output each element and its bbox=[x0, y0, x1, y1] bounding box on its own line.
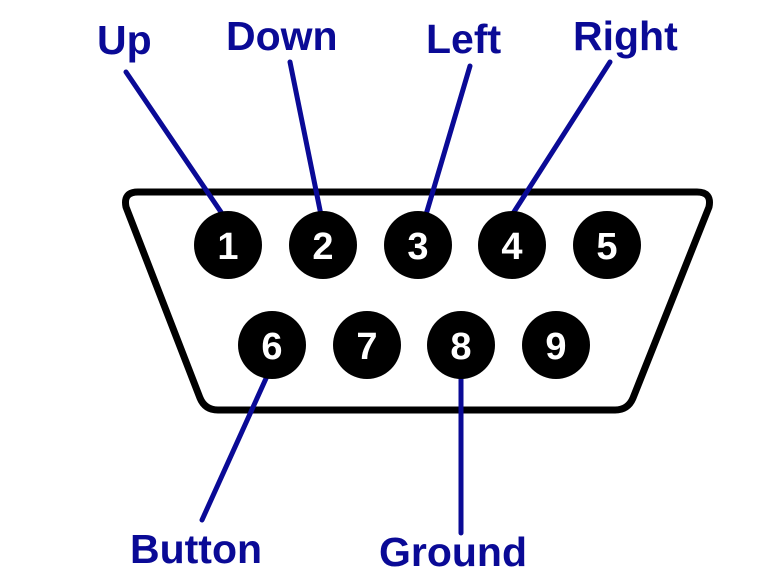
pin-8: 8 bbox=[427, 311, 495, 379]
label-ground: Ground bbox=[379, 529, 527, 575]
leader-line-button bbox=[199, 371, 271, 523]
pin-number: 6 bbox=[261, 326, 282, 368]
pin-number: 7 bbox=[356, 326, 377, 368]
label-up: Up bbox=[97, 17, 152, 63]
leader-line-down bbox=[287, 59, 324, 218]
pin-circle bbox=[333, 311, 401, 379]
pin-7: 7 bbox=[333, 311, 401, 379]
pin-circle bbox=[573, 211, 641, 279]
pin-number: 2 bbox=[312, 226, 333, 268]
pin-circle bbox=[194, 211, 262, 279]
leader-lines bbox=[123, 59, 613, 536]
leader-line-up bbox=[123, 69, 226, 218]
pin-5: 5 bbox=[573, 211, 641, 279]
pin-number: 5 bbox=[596, 226, 617, 268]
pin-4: 4 bbox=[478, 211, 546, 279]
pin-1: 1 bbox=[194, 211, 262, 279]
pin-2: 2 bbox=[289, 211, 357, 279]
pin-circle bbox=[522, 311, 590, 379]
pin-9: 9 bbox=[522, 311, 590, 379]
pin-number: 4 bbox=[501, 226, 522, 268]
leader-line-left bbox=[422, 63, 473, 221]
pin-3: 3 bbox=[384, 211, 452, 279]
pins: 1 2 3 4 5 6 7 bbox=[194, 211, 641, 379]
labels: Up Down Left Right Button Ground bbox=[97, 13, 678, 575]
label-right: Right bbox=[573, 13, 678, 59]
pin-number: 3 bbox=[407, 226, 428, 268]
pin-number: 1 bbox=[217, 226, 238, 268]
label-down: Down bbox=[226, 13, 338, 59]
pin-number: 9 bbox=[545, 326, 566, 368]
pin-circle bbox=[289, 211, 357, 279]
pin-circle bbox=[238, 311, 306, 379]
pin-circle bbox=[427, 311, 495, 379]
label-left: Left bbox=[426, 16, 502, 62]
label-button: Button bbox=[130, 526, 262, 572]
pin-6: 6 bbox=[238, 311, 306, 379]
leader-line-right bbox=[509, 59, 613, 218]
pin-circle bbox=[384, 211, 452, 279]
pin-number: 8 bbox=[450, 326, 471, 368]
pin-circle bbox=[478, 211, 546, 279]
